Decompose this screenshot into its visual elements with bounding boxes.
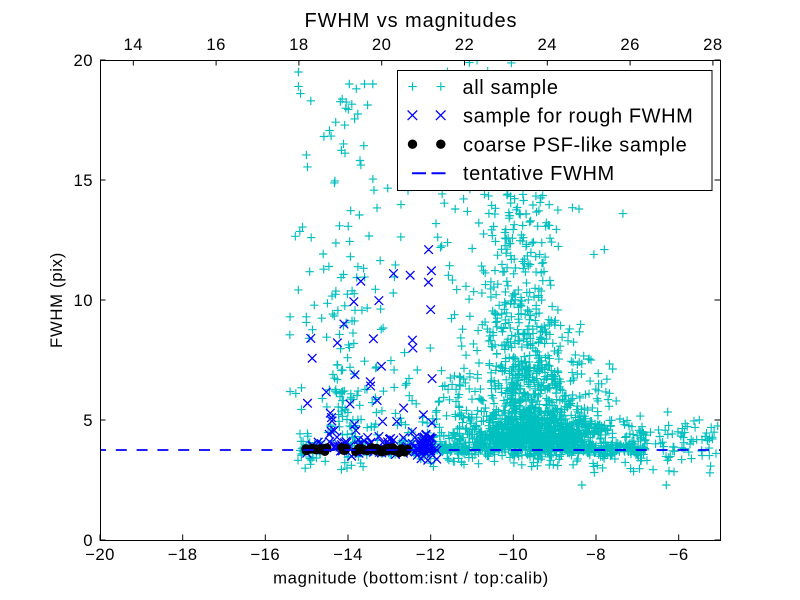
svg-text:FWHM (pix): FWHM (pix)	[47, 252, 66, 348]
svg-text:−8: −8	[586, 545, 606, 564]
svg-text:−14: −14	[333, 545, 363, 564]
svg-text:tentative FWHM: tentative FWHM	[463, 163, 615, 185]
svg-text:18: 18	[289, 35, 309, 54]
svg-text:magnitude (bottom:isnt / top:c: magnitude (bottom:isnt / top:calib)	[273, 569, 549, 588]
svg-text:−12: −12	[416, 545, 446, 564]
svg-text:10: 10	[73, 291, 93, 310]
svg-text:22: 22	[455, 35, 475, 54]
svg-text:24: 24	[538, 35, 558, 54]
svg-text:26: 26	[620, 35, 640, 54]
svg-text:−16: −16	[250, 545, 280, 564]
svg-text:16: 16	[206, 35, 226, 54]
svg-text:all sample: all sample	[463, 77, 559, 99]
svg-text:sample for rough FWHM: sample for rough FWHM	[463, 106, 693, 128]
svg-text:−10: −10	[498, 545, 528, 564]
svg-text:−18: −18	[168, 545, 198, 564]
svg-text:20: 20	[73, 51, 93, 70]
svg-text:5: 5	[83, 411, 93, 430]
svg-text:20: 20	[372, 35, 392, 54]
svg-text:FWHM vs magnitudes: FWHM vs magnitudes	[305, 10, 518, 32]
svg-text:−6: −6	[669, 545, 689, 564]
svg-text:0: 0	[83, 531, 93, 550]
svg-text:−20: −20	[85, 545, 115, 564]
svg-text:15: 15	[73, 171, 93, 190]
svg-text:14: 14	[124, 35, 144, 54]
svg-text:coarse PSF-like sample: coarse PSF-like sample	[463, 134, 687, 156]
svg-text:28: 28	[703, 35, 723, 54]
